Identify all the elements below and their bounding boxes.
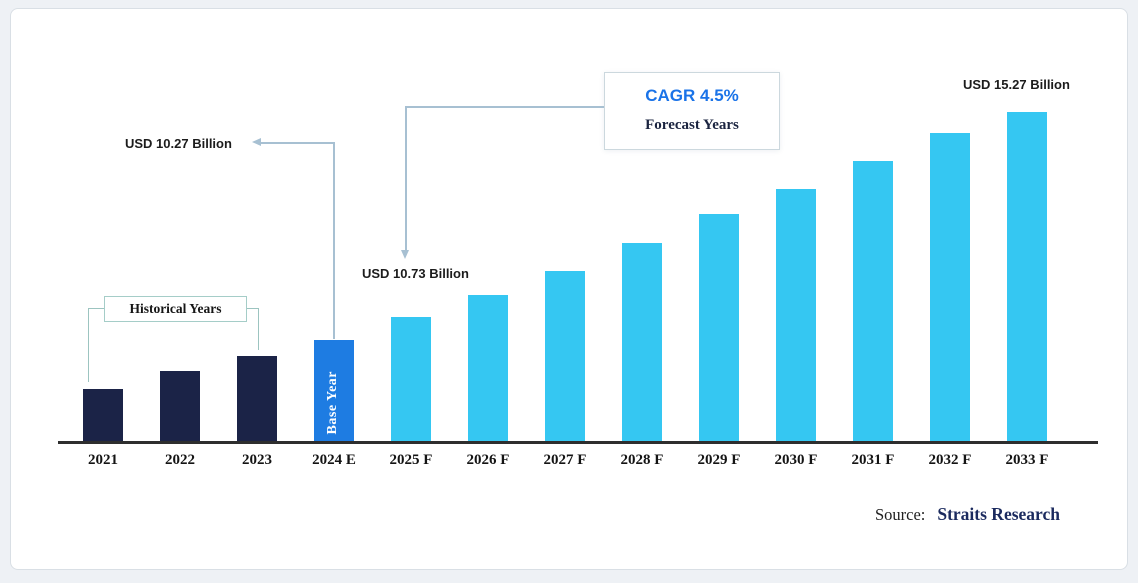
bar-2021 <box>83 389 123 441</box>
bar-2030-F <box>776 189 816 441</box>
x-tick-2029-F: 2029 F <box>697 452 741 468</box>
bar-2032-F <box>930 133 970 441</box>
x-tick-2033-F: 2033 F <box>1005 452 1049 468</box>
bar-2023 <box>237 356 277 441</box>
x-tick-2023: 2023 <box>242 452 272 468</box>
bar-2028-F <box>622 243 662 441</box>
x-tick-2021: 2021 <box>88 452 118 468</box>
historical-years-label: Historical Years <box>129 301 222 316</box>
bar-2027-F <box>545 271 585 441</box>
value-label-2024: USD 10.27 Billion <box>125 136 232 151</box>
bar-2031-F <box>853 161 893 441</box>
historical-bracket-left <box>88 308 104 382</box>
bar-2029-F <box>699 214 739 441</box>
value-label-2033: USD 15.27 Billion <box>963 77 1070 92</box>
x-tick-2025-F: 2025 F <box>389 452 433 468</box>
bar-2024-E: Base Year <box>314 340 354 441</box>
x-tick-2028-F: 2028 F <box>620 452 664 468</box>
x-tick-2031-F: 2031 F <box>851 452 895 468</box>
bar-2026-F <box>468 295 508 441</box>
historical-bracket-right <box>247 308 259 350</box>
x-tick-2022: 2022 <box>165 452 195 468</box>
x-tick-2032-F: 2032 F <box>928 452 972 468</box>
annotation-line-cagr-vertical <box>405 106 407 250</box>
x-tick-2030-F: 2030 F <box>774 452 818 468</box>
arrowhead-left-icon <box>252 138 261 146</box>
x-axis-line <box>58 441 1098 444</box>
forecast-years-label: Forecast Years <box>645 117 739 133</box>
x-tick-2026-F: 2026 F <box>466 452 510 468</box>
cagr-value: CAGR 4.5% <box>645 86 739 105</box>
source-name: Straits Research <box>937 504 1060 524</box>
x-tick-2027-F: 2027 F <box>543 452 587 468</box>
annotation-line-2024-horizontal <box>260 142 334 144</box>
base-year-label: Base Year <box>325 370 340 434</box>
source-line: Source: Straits Research <box>875 504 1060 525</box>
annotation-line-cagr-horizontal <box>405 106 604 108</box>
arrowhead-down-icon <box>401 250 409 259</box>
source-prefix: Source: <box>874 505 926 524</box>
bar-2033-F <box>1007 112 1047 441</box>
x-tick-2024-E: 2024 E <box>312 452 356 468</box>
annotation-line-2024-vertical <box>333 142 335 339</box>
historical-years-label-box: Historical Years <box>104 296 247 322</box>
bar-2022 <box>160 371 200 441</box>
value-label-2025: USD 10.73 Billion <box>362 266 469 281</box>
bar-2025-F <box>391 317 431 441</box>
cagr-box: CAGR 4.5% Forecast Years <box>604 72 780 150</box>
